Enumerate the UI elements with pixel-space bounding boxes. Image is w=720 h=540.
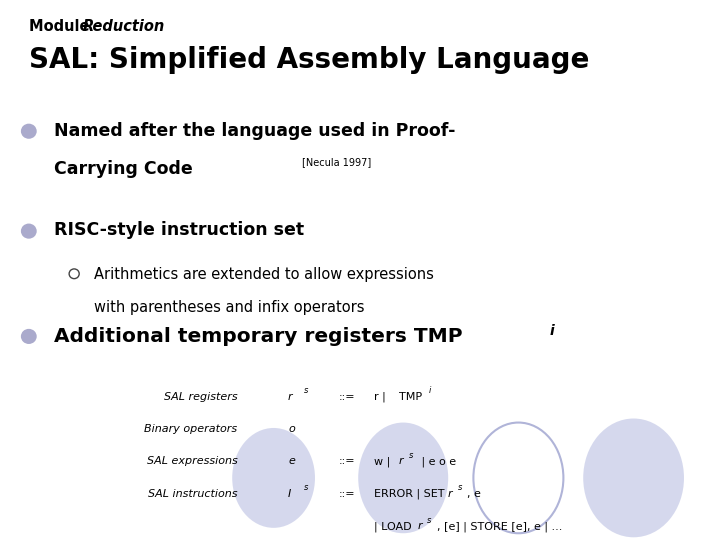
Text: r: r: [288, 392, 292, 402]
Text: SAL registers: SAL registers: [164, 392, 238, 402]
Text: | e o e: | e o e: [418, 456, 456, 467]
Text: i: i: [549, 324, 554, 338]
Text: ::=: ::=: [338, 489, 355, 499]
Text: RISC-style instruction set: RISC-style instruction set: [54, 221, 304, 239]
Text: | LOAD: | LOAD: [374, 521, 415, 531]
Text: r: r: [418, 521, 422, 531]
Text: Binary operators: Binary operators: [145, 424, 238, 434]
Ellipse shape: [359, 422, 448, 533]
Text: with parentheses and infix operators: with parentheses and infix operators: [94, 300, 364, 315]
Text: e: e: [288, 456, 295, 467]
Text: , [e] | STORE [e], e | ...: , [e] | STORE [e], e | ...: [436, 521, 562, 531]
Text: r: r: [399, 456, 403, 467]
Text: Carrying Code: Carrying Code: [54, 160, 193, 178]
Text: s: s: [458, 483, 462, 492]
Text: Named after the language used in Proof-: Named after the language used in Proof-: [54, 122, 456, 139]
Text: Additional temporary registers TMP: Additional temporary registers TMP: [54, 327, 463, 346]
Ellipse shape: [21, 329, 37, 344]
Text: Arithmetics are extended to allow expressions: Arithmetics are extended to allow expres…: [94, 267, 433, 282]
Text: TMP: TMP: [399, 392, 422, 402]
Text: ERROR | SET: ERROR | SET: [374, 489, 449, 499]
Text: o: o: [288, 424, 294, 434]
Text: ::=: ::=: [338, 456, 355, 467]
Text: ::=: ::=: [338, 392, 355, 402]
Text: i: i: [429, 386, 431, 395]
Text: Reduction: Reduction: [83, 19, 165, 34]
Ellipse shape: [232, 428, 315, 528]
Text: r |: r |: [374, 392, 390, 402]
Text: s: s: [304, 483, 308, 492]
Text: w |: w |: [374, 456, 394, 467]
Text: r: r: [448, 489, 452, 499]
Text: SAL: Simplified Assembly Language: SAL: Simplified Assembly Language: [29, 46, 589, 74]
Text: Module: Module: [29, 19, 94, 34]
Text: [Necula 1997]: [Necula 1997]: [302, 157, 372, 167]
Text: , e: , e: [467, 489, 481, 499]
Text: s: s: [428, 516, 432, 525]
Text: s: s: [304, 386, 308, 395]
Ellipse shape: [21, 124, 37, 139]
Text: SAL instructions: SAL instructions: [148, 489, 238, 499]
Ellipse shape: [583, 418, 684, 537]
Ellipse shape: [21, 224, 37, 239]
Text: s: s: [409, 451, 413, 460]
Text: SAL expressions: SAL expressions: [147, 456, 238, 467]
Text: I: I: [288, 489, 292, 499]
